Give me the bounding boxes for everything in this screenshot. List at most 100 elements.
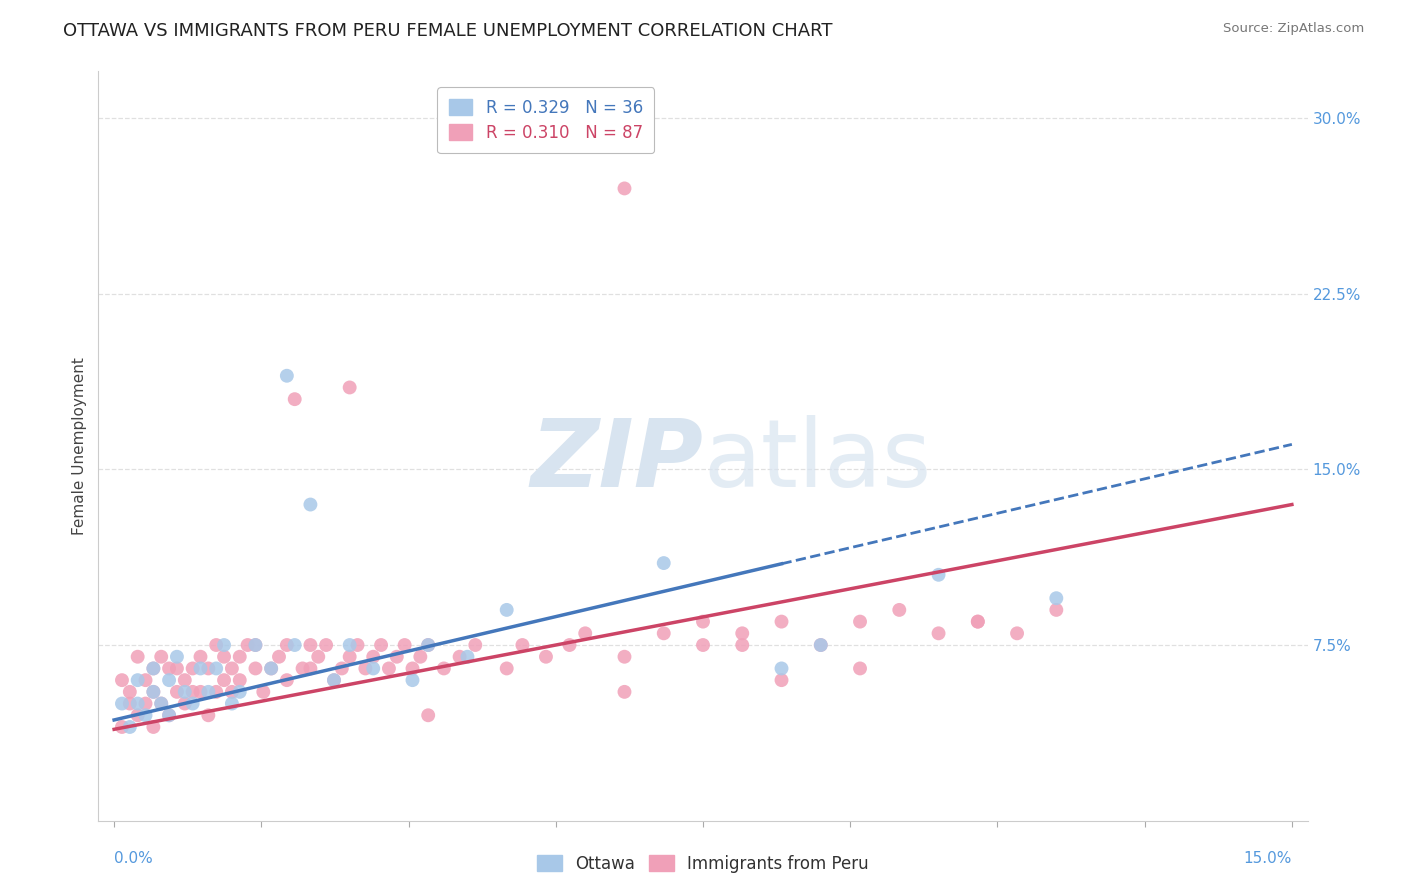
Point xyxy=(229,649,252,664)
Point xyxy=(111,697,134,711)
Point xyxy=(150,649,173,664)
Point xyxy=(574,626,596,640)
Point xyxy=(197,708,219,723)
Point xyxy=(205,638,228,652)
Point xyxy=(173,673,195,688)
Point xyxy=(190,649,212,664)
Point xyxy=(770,661,793,675)
Point xyxy=(111,673,134,688)
Point xyxy=(315,638,337,652)
Point xyxy=(181,661,204,675)
Point xyxy=(221,685,243,699)
Point xyxy=(229,685,252,699)
Point xyxy=(385,649,408,664)
Point xyxy=(142,685,165,699)
Point xyxy=(127,708,149,723)
Point xyxy=(401,661,423,675)
Point xyxy=(731,626,754,640)
Point xyxy=(157,661,180,675)
Legend: R = 0.329   N = 36, R = 0.310   N = 87: R = 0.329 N = 36, R = 0.310 N = 87 xyxy=(437,87,654,153)
Point xyxy=(464,638,486,652)
Point xyxy=(394,638,416,652)
Point xyxy=(190,685,212,699)
Point xyxy=(157,673,180,688)
Point xyxy=(370,638,392,652)
Point xyxy=(276,673,298,688)
Text: 0.0%: 0.0% xyxy=(114,851,153,866)
Point xyxy=(212,649,235,664)
Point xyxy=(127,649,149,664)
Point xyxy=(221,697,243,711)
Point xyxy=(276,638,298,652)
Point xyxy=(127,697,149,711)
Point xyxy=(142,720,165,734)
Point xyxy=(378,661,401,675)
Point xyxy=(1045,603,1067,617)
Point xyxy=(354,661,377,675)
Point xyxy=(456,649,478,664)
Point xyxy=(849,615,872,629)
Point xyxy=(245,638,267,652)
Point xyxy=(284,392,307,407)
Point xyxy=(1005,626,1028,640)
Point xyxy=(245,638,267,652)
Point xyxy=(229,673,252,688)
Text: Source: ZipAtlas.com: Source: ZipAtlas.com xyxy=(1223,22,1364,36)
Point xyxy=(613,685,636,699)
Point xyxy=(236,638,259,652)
Point xyxy=(889,603,911,617)
Point xyxy=(127,673,149,688)
Point xyxy=(323,673,346,688)
Point xyxy=(142,685,165,699)
Point xyxy=(849,661,872,675)
Point xyxy=(361,649,384,664)
Point xyxy=(118,720,141,734)
Point xyxy=(260,661,283,675)
Point xyxy=(221,661,243,675)
Point xyxy=(197,661,219,675)
Point xyxy=(205,661,228,675)
Point xyxy=(173,697,195,711)
Point xyxy=(252,685,274,699)
Point xyxy=(181,685,204,699)
Point xyxy=(142,661,165,675)
Point xyxy=(166,661,188,675)
Text: ZIP: ZIP xyxy=(530,415,703,507)
Point xyxy=(495,603,517,617)
Point xyxy=(323,673,346,688)
Point xyxy=(558,638,581,652)
Point xyxy=(449,649,471,664)
Point xyxy=(330,661,353,675)
Point xyxy=(111,720,134,734)
Point xyxy=(307,649,329,664)
Point xyxy=(339,649,361,664)
Point xyxy=(810,638,832,652)
Point xyxy=(276,368,298,383)
Point xyxy=(157,708,180,723)
Point xyxy=(190,661,212,675)
Point xyxy=(433,661,456,675)
Point xyxy=(166,685,188,699)
Point xyxy=(299,498,322,512)
Point xyxy=(284,638,307,652)
Point xyxy=(212,673,235,688)
Point xyxy=(495,661,517,675)
Point xyxy=(418,638,440,652)
Point xyxy=(770,615,793,629)
Point xyxy=(418,638,440,652)
Point xyxy=(299,638,322,652)
Point xyxy=(197,685,219,699)
Point xyxy=(346,638,368,652)
Point xyxy=(260,661,283,675)
Legend: Ottawa, Immigrants from Peru: Ottawa, Immigrants from Peru xyxy=(530,848,876,880)
Point xyxy=(928,567,950,582)
Point xyxy=(339,638,361,652)
Point xyxy=(692,638,714,652)
Point xyxy=(205,685,228,699)
Point xyxy=(118,685,141,699)
Point xyxy=(299,661,322,675)
Point xyxy=(118,697,141,711)
Point xyxy=(267,649,290,664)
Point xyxy=(135,673,157,688)
Point xyxy=(928,626,950,640)
